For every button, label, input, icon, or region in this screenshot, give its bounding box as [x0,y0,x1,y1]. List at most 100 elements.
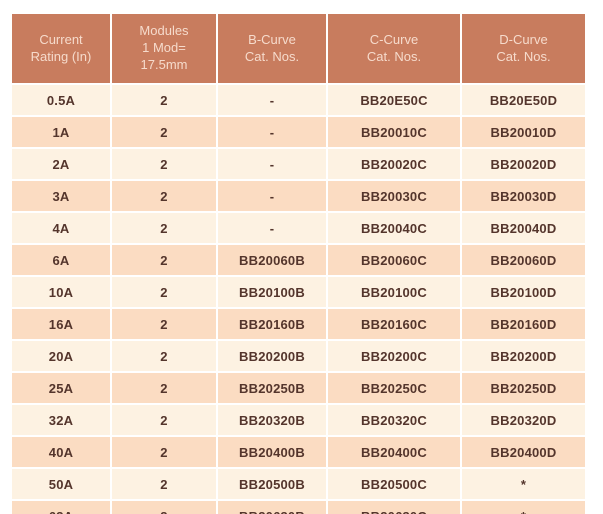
cell-b-curve: - [216,179,328,213]
cell-d-curve: * [460,499,587,514]
cell-modules: 2 [110,499,218,514]
cell-current-rating: 40A [10,435,112,469]
header-line: D-Curve [499,31,548,47]
catalog-table: Current Rating (In) Modules 1 Mod= 17.5m… [10,12,587,514]
cell-modules: 2 [110,371,218,405]
table-row: 6A 2 BB20060B BB20060C BB20060D [10,243,587,277]
cell-current-rating: 3A [10,179,112,213]
table-row: 4A 2 - BB20040C BB20040D [10,211,587,245]
cell-c-curve: BB20200C [326,339,462,373]
cell-c-curve: BB20010C [326,115,462,149]
cell-c-curve: BB20630C [326,499,462,514]
cell-current-rating: 63A [10,499,112,514]
table-row: 1A 2 - BB20010C BB20010D [10,115,587,149]
cell-current-rating: 32A [10,403,112,437]
table-row: 25A 2 BB20250B BB20250C BB20250D [10,371,587,405]
cell-current-rating: 50A [10,467,112,501]
cell-d-curve: BB20030D [460,179,587,213]
cell-c-curve: BB20100C [326,275,462,309]
header-line: Current [39,31,83,47]
cell-modules: 2 [110,467,218,501]
cell-b-curve: - [216,115,328,149]
cell-b-curve: BB20500B [216,467,328,501]
cell-c-curve: BB20250C [326,371,462,405]
table-row: 0.5A 2 - BB20E50C BB20E50D [10,83,587,117]
header-line: C-Curve [369,31,419,47]
header-line: Cat. Nos. [244,48,300,64]
header-line: Rating (In) [30,48,92,64]
cell-d-curve: BB20320D [460,403,587,437]
table-row: 16A 2 BB20160B BB20160C BB20160D [10,307,587,341]
cell-modules: 2 [110,83,218,117]
cell-d-curve: BB20400D [460,435,587,469]
column-header-b-curve: B-Curve Cat. Nos. [216,12,328,85]
cell-d-curve: BB20040D [460,211,587,245]
cell-current-rating: 16A [10,307,112,341]
column-header-current-rating: Current Rating (In) [10,12,112,85]
cell-modules: 2 [110,339,218,373]
table-row: 50A 2 BB20500B BB20500C * [10,467,587,501]
table-row: 2A 2 - BB20020C BB20020D [10,147,587,181]
table-row: 20A 2 BB20200B BB20200C BB20200D [10,339,587,373]
table-row: 63A 2 BB20630B BB20630C * [10,499,587,514]
cell-d-curve: * [460,467,587,501]
cell-current-rating: 0.5A [10,83,112,117]
header-line: Cat. Nos. [496,48,551,64]
header-line: B-Curve [248,31,296,47]
cell-b-curve: BB20320B [216,403,328,437]
cell-c-curve: BB20400C [326,435,462,469]
cell-c-curve: BB20320C [326,403,462,437]
cell-b-curve: BB20200B [216,339,328,373]
cell-c-curve: BB20040C [326,211,462,245]
cell-c-curve: BB20E50C [326,83,462,117]
cell-d-curve: BB20160D [460,307,587,341]
cell-d-curve: BB20100D [460,275,587,309]
cell-d-curve: BB20E50D [460,83,587,117]
cell-c-curve: BB20160C [326,307,462,341]
cell-b-curve: BB20060B [216,243,328,277]
table-row: 10A 2 BB20100B BB20100C BB20100D [10,275,587,309]
table-row: 40A 2 BB20400B BB20400C BB20400D [10,435,587,469]
cell-d-curve: BB20020D [460,147,587,181]
cell-current-rating: 20A [10,339,112,373]
cell-d-curve: BB20250D [460,371,587,405]
cell-current-rating: 1A [10,115,112,149]
cell-c-curve: BB20500C [326,467,462,501]
table-row: 3A 2 - BB20030C BB20030D [10,179,587,213]
cell-d-curve: BB20060D [460,243,587,277]
cell-b-curve: BB20400B [216,435,328,469]
cell-current-rating: 25A [10,371,112,405]
cell-b-curve: - [216,147,328,181]
cell-current-rating: 6A [10,243,112,277]
cell-modules: 2 [110,403,218,437]
cell-modules: 2 [110,147,218,181]
header-line: Modules [139,23,189,39]
header-line: 1 Mod= [142,40,186,56]
cell-modules: 2 [110,307,218,341]
cell-c-curve: BB20060C [326,243,462,277]
cell-modules: 2 [110,115,218,149]
table-row: 32A 2 BB20320B BB20320C BB20320D [10,403,587,437]
cell-current-rating: 4A [10,211,112,245]
cell-current-rating: 10A [10,275,112,309]
cell-b-curve: BB20250B [216,371,328,405]
column-header-c-curve: C-Curve Cat. Nos. [326,12,462,85]
cell-b-curve: BB20160B [216,307,328,341]
cell-b-curve: - [216,211,328,245]
cell-d-curve: BB20200D [460,339,587,373]
cell-modules: 2 [110,275,218,309]
cell-d-curve: BB20010D [460,115,587,149]
cell-c-curve: BB20030C [326,179,462,213]
column-header-d-curve: D-Curve Cat. Nos. [460,12,587,85]
header-line: 17.5mm [140,56,188,72]
header-row: Current Rating (In) Modules 1 Mod= 17.5m… [10,12,587,85]
cell-modules: 2 [110,243,218,277]
cell-b-curve: BB20100B [216,275,328,309]
cell-modules: 2 [110,179,218,213]
cell-b-curve: BB20630B [216,499,328,514]
cell-current-rating: 2A [10,147,112,181]
header-line: Cat. Nos. [366,48,422,64]
cell-modules: 2 [110,435,218,469]
cell-c-curve: BB20020C [326,147,462,181]
